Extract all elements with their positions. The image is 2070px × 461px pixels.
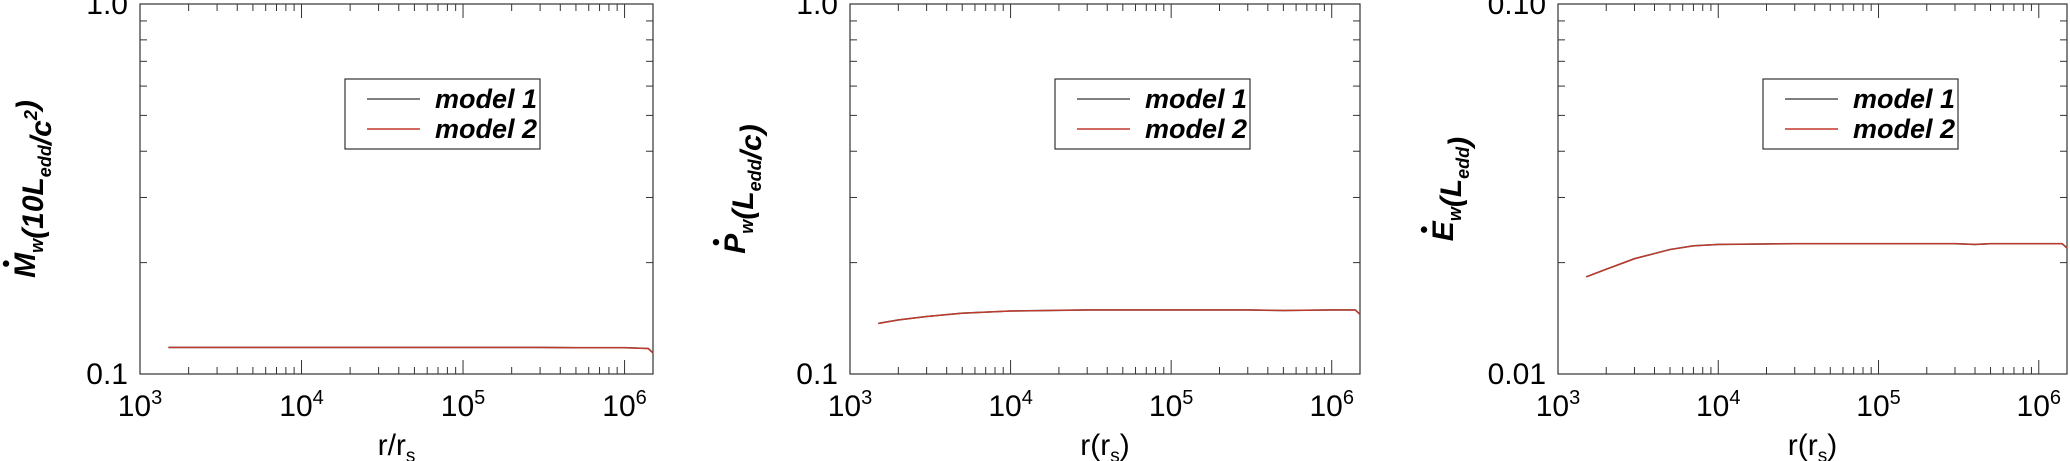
tick-exponent: 6 [2050, 387, 2061, 409]
x-label-tail: ) [1827, 429, 1837, 461]
tick-exponent: 4 [313, 387, 324, 409]
legend-label: model 1 [435, 84, 537, 114]
x-label-main: r/r [378, 429, 406, 461]
y-tick-label: 0.10 [1488, 0, 1546, 21]
legend-label: model 2 [1145, 114, 1247, 144]
tick-exponent: 4 [1022, 387, 1033, 409]
x-axis-label: r(rs) [1788, 429, 1837, 461]
y-label-part: ) [1443, 137, 1476, 150]
y-label-part: (10L [17, 177, 50, 239]
tick-base: 10 [828, 390, 861, 423]
y-tick-label: 0.1 [796, 358, 838, 391]
x-tick-label: 105 [1149, 387, 1194, 423]
y-label-part: /c) [735, 124, 768, 161]
legend-box [1762, 78, 1959, 150]
y-label-symbol: E [1427, 220, 1460, 241]
y-label-sub: w [27, 238, 47, 253]
series-line-model-2 [1585, 242, 2068, 278]
x-axis-label: r/rs [378, 429, 416, 461]
tick-base: 10 [441, 390, 474, 423]
tick-exponent: 5 [474, 387, 485, 409]
tick-exponent: 3 [151, 387, 162, 409]
tick-exponent: 3 [1569, 387, 1580, 409]
x-label-sub: s [406, 446, 416, 461]
y-label-symbol: P [719, 233, 752, 254]
x-tick-label: 106 [2017, 387, 2062, 423]
x-tick-label: 106 [1309, 387, 1354, 423]
x-label-main: r(r [1788, 429, 1818, 461]
y-axis-label: Pw(Ledd/c) [719, 124, 768, 253]
plot-frame [139, 3, 654, 375]
y-label-sub: edd [1453, 146, 1473, 179]
tick-base: 10 [988, 390, 1021, 423]
y-label-dot-accent [712, 238, 720, 246]
tick-base: 10 [1309, 390, 1342, 423]
tick-base: 10 [1696, 390, 1729, 423]
tick-exponent: 5 [1182, 387, 1193, 409]
tick-base: 10 [1536, 390, 1569, 423]
x-label-sub: s [1110, 446, 1120, 461]
series-line-model-2 [878, 309, 1361, 325]
plot-frame [1557, 3, 2068, 375]
legend-box [344, 78, 541, 150]
x-tick-label: 105 [441, 387, 486, 423]
x-tick-label: 105 [1856, 387, 1901, 423]
y-axis-label: Mw(10Ledd/c2) [9, 100, 58, 278]
y-label-sub: w [1445, 206, 1465, 221]
y-tick-label: 0.1 [86, 358, 128, 391]
y-label-part: (L [727, 191, 760, 219]
x-tick-label: 104 [988, 387, 1033, 423]
series-line-model-1 [1585, 242, 2068, 278]
x-tick-label: 103 [1536, 387, 1581, 423]
y-label-part: (L [1435, 179, 1468, 207]
legend-label: model 2 [1853, 114, 1955, 144]
series-line-model-2 [168, 346, 654, 354]
x-tick-label: 103 [828, 387, 873, 423]
y-tick-label: 0.01 [1488, 358, 1546, 391]
legend-label: model 2 [435, 114, 537, 144]
legend-label: model 1 [1145, 84, 1247, 114]
y-axis-label: Ew(Ledd) [1427, 137, 1476, 241]
tick-exponent: 4 [1729, 387, 1740, 409]
tick-base: 10 [279, 390, 312, 423]
x-label-main: r(r [1080, 429, 1110, 461]
tick-exponent: 3 [861, 387, 872, 409]
tick-base: 10 [1856, 390, 1889, 423]
x-label-sub: s [1818, 446, 1828, 461]
y-label-dot-accent [1420, 226, 1428, 233]
tick-exponent: 6 [636, 387, 647, 409]
y-label-sup: 2 [21, 110, 41, 121]
tick-base: 10 [2017, 390, 2050, 423]
y-label-symbol: M [9, 252, 42, 278]
series-line-model-1 [878, 309, 1361, 325]
legend-box [1054, 78, 1251, 150]
tick-base: 10 [602, 390, 635, 423]
y-tick-label: 1.0 [796, 0, 838, 21]
plot-frame [849, 3, 1361, 375]
tick-exponent: 6 [1343, 387, 1354, 409]
y-label-sub: edd [745, 158, 765, 191]
tick-base: 10 [1149, 390, 1182, 423]
tick-exponent: 5 [1890, 387, 1901, 409]
x-tick-label: 104 [279, 387, 324, 423]
y-label-part: /c [25, 120, 58, 147]
legend-label: model 1 [1853, 84, 1955, 114]
y-label-dot-accent [2, 260, 10, 267]
y-label-sub: w [737, 219, 757, 234]
tick-base: 10 [118, 390, 151, 423]
x-label-tail: ) [1120, 429, 1130, 461]
x-tick-label: 104 [1696, 387, 1741, 423]
y-tick-label: 1.0 [86, 0, 128, 21]
x-axis-label: r(rs) [1080, 429, 1129, 461]
y-label-sub: edd [35, 144, 55, 177]
y-label-part: ) [11, 100, 44, 113]
x-tick-label: 103 [118, 387, 163, 423]
x-tick-label: 106 [602, 387, 647, 423]
